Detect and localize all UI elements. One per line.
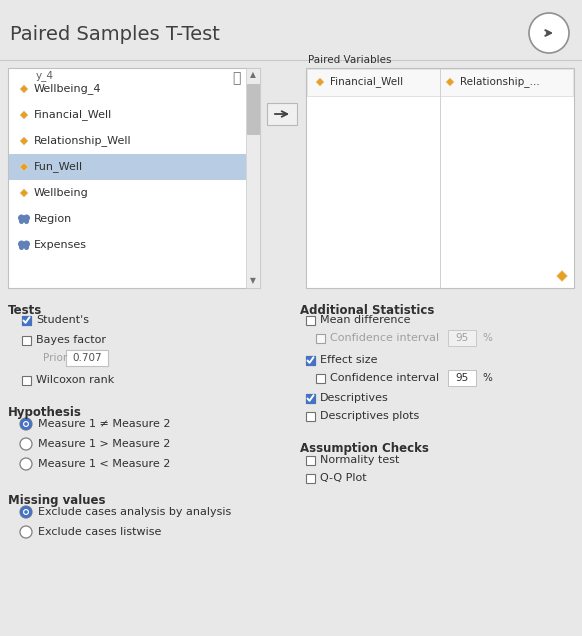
Circle shape — [18, 214, 25, 221]
Bar — [306, 394, 314, 403]
Text: 0.707: 0.707 — [72, 353, 102, 363]
Bar — [306, 315, 314, 324]
Text: Descriptives: Descriptives — [320, 393, 389, 403]
Bar — [307, 69, 573, 96]
Circle shape — [20, 526, 32, 538]
Polygon shape — [20, 111, 28, 119]
Bar — [22, 336, 30, 345]
Circle shape — [20, 506, 32, 518]
Bar — [448, 330, 476, 346]
Text: Expenses: Expenses — [34, 240, 87, 250]
Text: ▼: ▼ — [250, 277, 256, 286]
Text: Paired Samples T-Test: Paired Samples T-Test — [10, 25, 220, 45]
Text: Relationship_…: Relationship_… — [460, 76, 540, 88]
Polygon shape — [20, 137, 28, 145]
Bar — [66, 350, 108, 366]
Circle shape — [20, 438, 32, 450]
Bar — [8, 68, 260, 288]
Text: Mean difference: Mean difference — [320, 315, 410, 325]
Circle shape — [20, 506, 32, 518]
Circle shape — [20, 418, 32, 430]
Bar — [9, 154, 246, 180]
Text: Wellbeing_4: Wellbeing_4 — [34, 83, 101, 95]
Text: Measure 1 ≠ Measure 2: Measure 1 ≠ Measure 2 — [38, 419, 171, 429]
Circle shape — [23, 509, 29, 515]
Text: Wellbeing: Wellbeing — [34, 188, 88, 198]
Polygon shape — [20, 85, 28, 93]
Circle shape — [19, 245, 24, 250]
Polygon shape — [20, 189, 28, 197]
Text: Effect size: Effect size — [320, 355, 378, 365]
Text: Confidence interval: Confidence interval — [330, 373, 439, 383]
Bar — [306, 356, 314, 364]
Text: Exclude cases listwise: Exclude cases listwise — [38, 527, 161, 537]
Text: Paired Variables: Paired Variables — [308, 55, 392, 65]
Text: Q-Q Plot: Q-Q Plot — [320, 473, 367, 483]
Text: %: % — [482, 333, 492, 343]
Circle shape — [24, 245, 29, 250]
Bar — [22, 315, 30, 324]
Bar — [306, 455, 314, 464]
Circle shape — [23, 214, 30, 221]
Text: Normality test: Normality test — [320, 455, 399, 465]
Text: Fun_Well: Fun_Well — [34, 162, 83, 172]
Bar — [306, 68, 574, 288]
Text: %: % — [482, 373, 492, 383]
Polygon shape — [556, 270, 567, 282]
Text: Missing values: Missing values — [8, 494, 105, 507]
Circle shape — [20, 418, 32, 430]
Text: Financial_Well: Financial_Well — [330, 76, 403, 88]
Circle shape — [19, 219, 24, 224]
Text: 95: 95 — [455, 333, 469, 343]
Bar — [448, 370, 476, 386]
Text: Student's: Student's — [36, 315, 89, 325]
Bar — [246, 68, 260, 288]
Text: Exclude cases analysis by analysis: Exclude cases analysis by analysis — [38, 507, 231, 517]
Polygon shape — [316, 78, 324, 86]
Circle shape — [23, 240, 30, 247]
Text: 95: 95 — [455, 373, 469, 383]
Text: Additional Statistics: Additional Statistics — [300, 304, 434, 317]
Bar — [267, 103, 297, 125]
Text: Region: Region — [34, 214, 72, 224]
Text: Financial_Well: Financial_Well — [34, 109, 112, 120]
Circle shape — [24, 219, 29, 224]
Bar — [315, 373, 325, 382]
Text: y_4: y_4 — [36, 71, 54, 81]
Text: ▲: ▲ — [250, 71, 256, 80]
Circle shape — [18, 240, 25, 247]
Text: Wilcoxon rank: Wilcoxon rank — [36, 375, 114, 385]
Text: Measure 1 > Measure 2: Measure 1 > Measure 2 — [38, 439, 171, 449]
Bar — [306, 473, 314, 483]
Text: Measure 1 < Measure 2: Measure 1 < Measure 2 — [38, 459, 171, 469]
Text: Confidence interval: Confidence interval — [330, 333, 439, 343]
Text: Relationship_Well: Relationship_Well — [34, 135, 132, 146]
Bar — [247, 84, 259, 134]
Text: Tests: Tests — [8, 304, 42, 317]
Polygon shape — [20, 163, 28, 171]
Bar — [22, 315, 30, 324]
Circle shape — [23, 421, 29, 427]
Text: Prior: Prior — [43, 353, 68, 363]
Circle shape — [529, 13, 569, 53]
Text: Bayes factor: Bayes factor — [36, 335, 106, 345]
Bar — [306, 356, 314, 364]
Polygon shape — [446, 78, 454, 86]
Circle shape — [24, 510, 28, 514]
Circle shape — [24, 422, 28, 425]
Text: Hypothesis: Hypothesis — [8, 406, 82, 419]
Text: Descriptives plots: Descriptives plots — [320, 411, 419, 421]
Bar — [315, 333, 325, 343]
Bar — [22, 375, 30, 385]
Bar — [306, 411, 314, 420]
Bar — [306, 394, 314, 403]
Circle shape — [20, 458, 32, 470]
Text: Assumption Checks: Assumption Checks — [300, 442, 429, 455]
Text: ⌕: ⌕ — [232, 71, 240, 85]
